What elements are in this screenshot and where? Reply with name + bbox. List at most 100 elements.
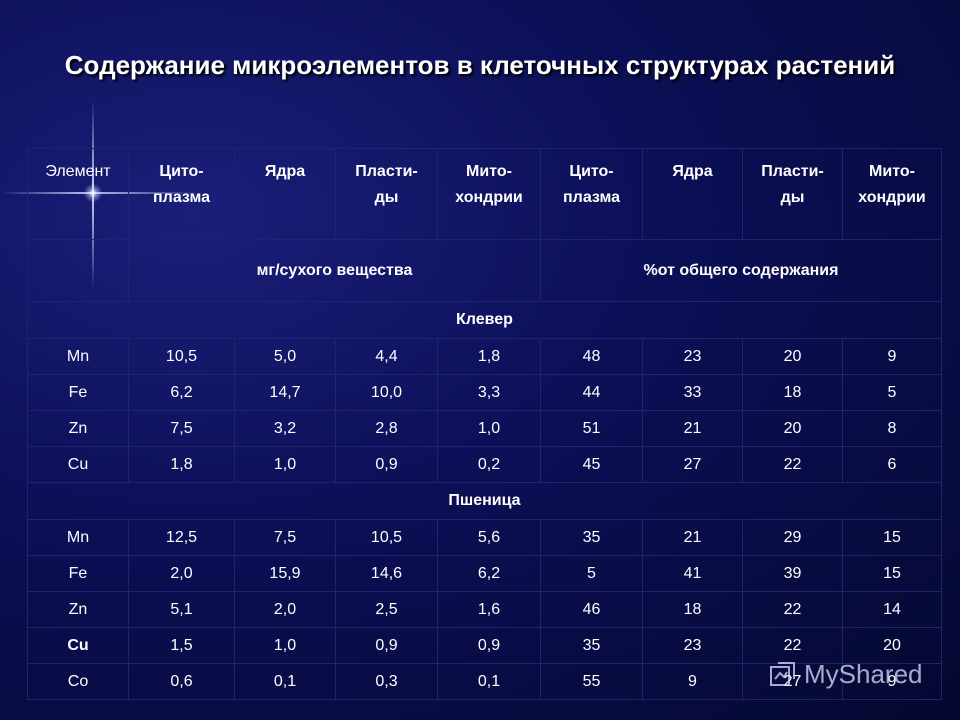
element-cell: Co (27, 663, 129, 700)
watermark: MyShared (768, 654, 948, 694)
header-cytoplasm-pct: Цито-плазма (540, 148, 643, 240)
value-cell: 6 (842, 446, 942, 483)
header-plastids-mg: Пласти-ды (335, 148, 438, 240)
element-cell: Fe (27, 555, 129, 592)
value-cell: 9 (842, 663, 942, 700)
value-cell: 0,6 (128, 663, 235, 700)
value-cell: 3,2 (234, 410, 336, 447)
value-cell: 1,8 (437, 338, 541, 375)
value-cell: 7,5 (234, 519, 336, 556)
value-cell: 20 (742, 410, 843, 447)
value-cell: 0,3 (335, 663, 438, 700)
element-cell: Cu (27, 446, 129, 483)
myshared-logo-icon (768, 659, 798, 689)
value-cell: 1,0 (234, 446, 336, 483)
value-cell: 27 (642, 446, 743, 483)
value-cell: 5 (540, 555, 643, 592)
value-cell: 2,8 (335, 410, 438, 447)
value-cell: 20 (842, 627, 942, 664)
table-row: Cu 1,8 1,0 0,9 0,2 45 27 22 6 (27, 446, 942, 483)
value-cell: 1,0 (234, 627, 336, 664)
table-row: Zn 7,5 3,2 2,8 1,0 51 21 20 8 (27, 410, 942, 447)
header-nuclei-mg: Ядра (234, 148, 336, 240)
value-cell: 9 (642, 663, 743, 700)
header-row: Элемент Цито-плазма Ядра Пласти-ды Мито-… (27, 148, 942, 240)
header-plastids-pct: Пласти-ды (742, 148, 843, 240)
value-cell: 15 (842, 519, 942, 556)
table-row: Fe 2,0 15,9 14,6 6,2 5 41 39 15 (27, 555, 942, 592)
element-cell: Cu (27, 627, 129, 664)
value-cell: 2,0 (234, 591, 336, 628)
value-cell: 44 (540, 374, 643, 411)
value-cell: 33 (642, 374, 743, 411)
value-cell: 5,0 (234, 338, 336, 375)
value-cell: 15,9 (234, 555, 336, 592)
value-cell: 0,1 (234, 663, 336, 700)
value-cell: 39 (742, 555, 843, 592)
value-cell: 2,0 (128, 555, 235, 592)
value-cell: 10,5 (128, 338, 235, 375)
value-cell: 12,5 (128, 519, 235, 556)
group-label: Клевер (27, 301, 942, 339)
value-cell: 1,6 (437, 591, 541, 628)
value-cell: 23 (642, 627, 743, 664)
table-row: Cu 1,5 1,0 0,9 0,9 35 23 22 20 (27, 627, 942, 664)
header-mitochondria-pct: Мито-хондрии (842, 148, 942, 240)
value-cell: 35 (540, 627, 643, 664)
slide-title: Содержание микроэлементов в клеточных ст… (64, 50, 896, 80)
group-row: Клевер (27, 301, 942, 339)
units-mg: мг/сухого вещества (128, 239, 541, 302)
value-cell: 55 (540, 663, 643, 700)
value-cell: 14,6 (335, 555, 438, 592)
table-row: Co 0,6 0,1 0,3 0,1 55 9 27 9 (27, 663, 942, 700)
value-cell: 14 (842, 591, 942, 628)
value-cell: 10,0 (335, 374, 438, 411)
value-cell: 51 (540, 410, 643, 447)
value-cell: 20 (742, 338, 843, 375)
value-cell: 45 (540, 446, 643, 483)
group-label: Пшеница (27, 482, 942, 520)
value-cell: 22 (742, 591, 843, 628)
value-cell: 5 (842, 374, 942, 411)
value-cell: 35 (540, 519, 643, 556)
value-cell: 5,6 (437, 519, 541, 556)
value-cell: 1,8 (128, 446, 235, 483)
microelements-table: Элемент Цито-плазма Ядра Пласти-ды Мито-… (27, 148, 942, 700)
value-cell: 5,1 (128, 591, 235, 628)
value-cell: 21 (642, 519, 743, 556)
value-cell: 0,9 (335, 446, 438, 483)
element-cell: Mn (27, 338, 129, 375)
value-cell: 18 (742, 374, 843, 411)
value-cell: 27 (742, 663, 843, 700)
value-cell: 4,4 (335, 338, 438, 375)
value-cell: 3,3 (437, 374, 541, 411)
value-cell: 18 (642, 591, 743, 628)
header-nuclei-pct: Ядра (642, 148, 743, 240)
element-cell: Fe (27, 374, 129, 411)
value-cell: 14,7 (234, 374, 336, 411)
value-cell: 0,1 (437, 663, 541, 700)
units-row: мг/сухого вещества %от общего содержания (27, 239, 942, 302)
value-cell: 0,9 (437, 627, 541, 664)
table-row: Zn 5,1 2,0 2,5 1,6 46 18 22 14 (27, 591, 942, 628)
units-percent: %от общего содержания (540, 239, 942, 302)
table-row: Mn 12,5 7,5 10,5 5,6 35 21 29 15 (27, 519, 942, 556)
value-cell: 22 (742, 446, 843, 483)
value-cell: 46 (540, 591, 643, 628)
value-cell: 23 (642, 338, 743, 375)
header-cytoplasm-mg: Цито-плазма (128, 148, 235, 240)
value-cell: 1,5 (128, 627, 235, 664)
element-cell: Zn (27, 591, 129, 628)
value-cell: 6,2 (128, 374, 235, 411)
value-cell: 41 (642, 555, 743, 592)
table-row: Mn 10,5 5,0 4,4 1,8 48 23 20 9 (27, 338, 942, 375)
element-cell: Mn (27, 519, 129, 556)
group-row: Пшеница (27, 482, 942, 520)
value-cell: 15 (842, 555, 942, 592)
watermark-text: MyShared (804, 658, 923, 689)
value-cell: 9 (842, 338, 942, 375)
value-cell: 10,5 (335, 519, 438, 556)
header-mitochondria-mg: Мито-хондрии (437, 148, 541, 240)
value-cell: 29 (742, 519, 843, 556)
value-cell: 0,2 (437, 446, 541, 483)
